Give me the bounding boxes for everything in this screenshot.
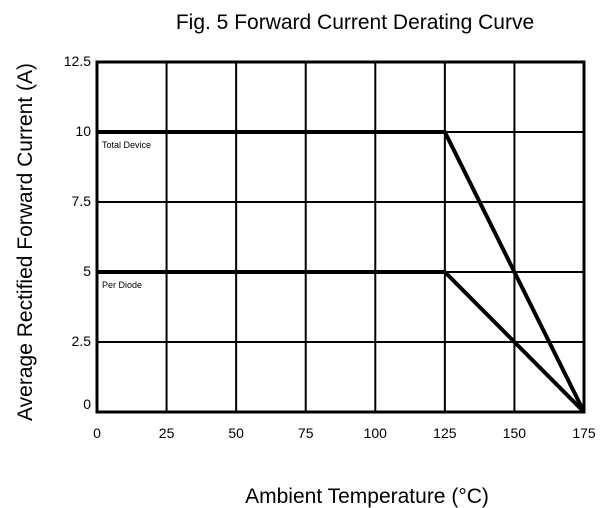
x-tick-label: 25 — [159, 425, 175, 441]
series-label-per-diode: Per Diode — [102, 280, 142, 290]
y-tick-label: 10 — [75, 123, 91, 139]
chart-title: Fig. 5 Forward Current Derating Curve — [176, 11, 534, 34]
series-lines — [97, 130, 586, 414]
x-tick-label: 100 — [364, 425, 388, 441]
y-axis-label: Average Rectified Forward Current (A) — [14, 63, 37, 421]
y-tick-label: 5 — [83, 263, 91, 279]
y-tick-label: 2.5 — [72, 333, 92, 349]
x-tick-label: 175 — [572, 425, 596, 441]
y-tick-label: 0 — [83, 396, 91, 412]
x-axis-label: Ambient Temperature (°C) — [245, 485, 489, 508]
x-tick-label: 75 — [298, 425, 314, 441]
x-tick-label: 50 — [228, 425, 244, 441]
plot-frame — [95, 60, 586, 414]
tick-labels: 0 25 50 75 100 125 150 175 0 2.5 5 7.5 10 12.5 — [64, 53, 596, 441]
series-line-per-diode — [97, 270, 586, 414]
series-label-total-device: Total Device — [102, 140, 151, 150]
y-tick-label: 7.5 — [72, 193, 92, 209]
x-tick-label: 125 — [433, 425, 457, 441]
series-annotations: Total Device Per Diode — [102, 140, 151, 290]
y-tick-label: 12.5 — [64, 53, 91, 69]
x-tick-label: 0 — [93, 425, 101, 441]
series-line-total-device — [97, 130, 586, 413]
x-tick-label: 150 — [503, 425, 527, 441]
grid-lines — [97, 62, 584, 412]
